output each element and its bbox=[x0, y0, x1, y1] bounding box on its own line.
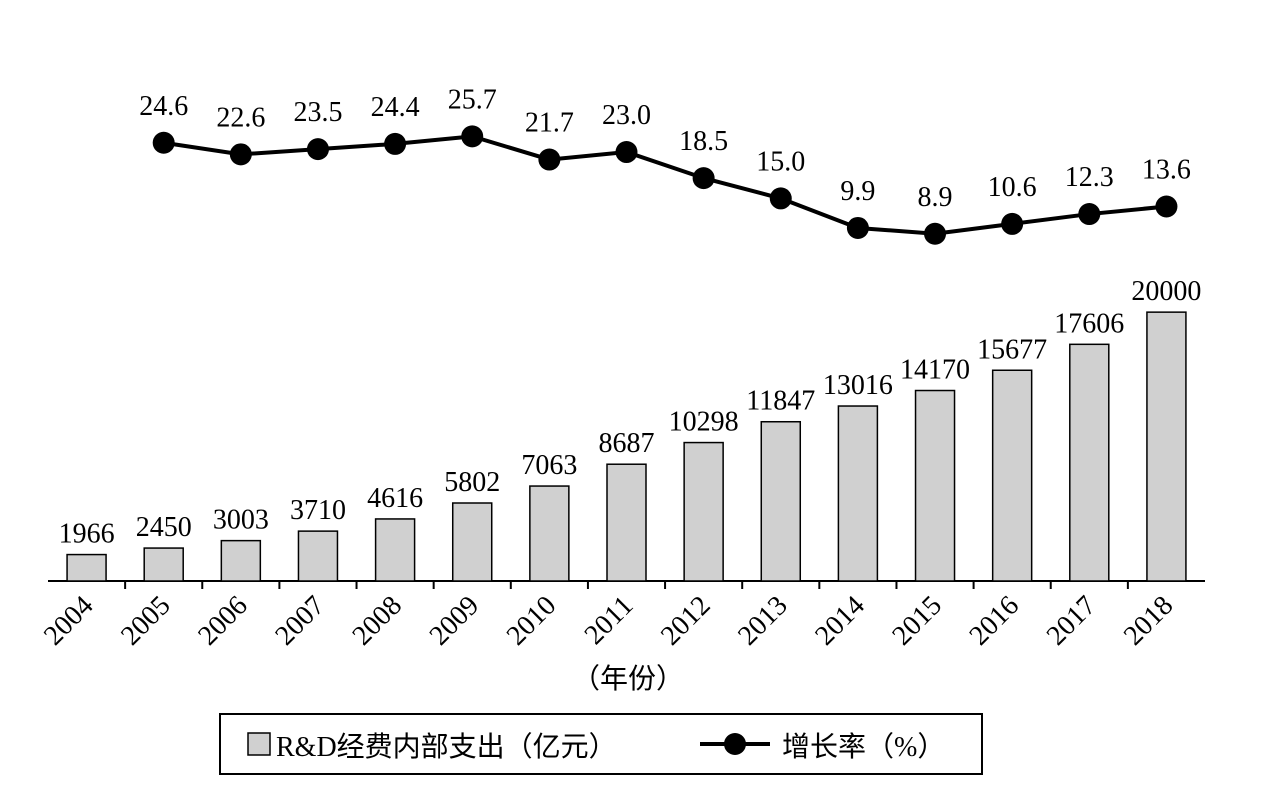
bar bbox=[220, 539, 262, 582]
bar bbox=[991, 369, 1033, 582]
legend-box bbox=[219, 713, 983, 775]
bar-value-label: 3003 bbox=[213, 505, 269, 536]
line-point bbox=[1078, 203, 1101, 226]
bar-value-label: 1966 bbox=[59, 519, 115, 550]
bar bbox=[529, 485, 570, 582]
bar bbox=[606, 463, 647, 582]
legend-marker bbox=[724, 733, 746, 755]
line-value-label: 24.4 bbox=[371, 92, 420, 123]
line-point bbox=[384, 132, 407, 155]
line-point bbox=[1155, 195, 1178, 218]
bar-value-label: 3710 bbox=[290, 495, 346, 526]
x-tick-label: 2018 bbox=[1118, 590, 1180, 652]
line-point bbox=[1001, 212, 1024, 235]
x-tick-label: 2006 bbox=[192, 590, 254, 652]
line-point bbox=[461, 125, 484, 148]
bar bbox=[451, 502, 493, 582]
line-point bbox=[152, 131, 175, 154]
bar-value-label: 4616 bbox=[367, 483, 423, 514]
line-value-label: 15.0 bbox=[756, 146, 805, 177]
line-value-label: 9.9 bbox=[840, 176, 875, 207]
bar-value-label: 10298 bbox=[669, 407, 739, 438]
x-tick-label: 2015 bbox=[886, 590, 948, 652]
legend-swatch bbox=[247, 732, 271, 756]
bar bbox=[1069, 343, 1110, 582]
bar bbox=[914, 389, 956, 582]
legend-label: R&D经费内部支出（亿元） bbox=[276, 731, 617, 763]
line-point bbox=[306, 138, 329, 161]
line-point bbox=[846, 216, 869, 239]
x-tick-label: 2011 bbox=[579, 590, 640, 651]
line-value-label: 24.6 bbox=[139, 91, 188, 122]
bar bbox=[143, 547, 184, 582]
x-tick-label: 2008 bbox=[347, 590, 409, 652]
line-value-label: 23.0 bbox=[602, 100, 651, 131]
line-point bbox=[924, 222, 947, 245]
bar-value-label: 8687 bbox=[599, 428, 655, 459]
bar bbox=[1146, 311, 1187, 582]
x-axis-label: （年份） bbox=[572, 663, 684, 695]
bar-value-label: 17606 bbox=[1054, 308, 1124, 339]
bar bbox=[297, 530, 339, 582]
line-value-label: 25.7 bbox=[448, 84, 497, 115]
line-point bbox=[229, 143, 252, 166]
x-tick-label: 2005 bbox=[115, 590, 177, 652]
bar bbox=[683, 441, 724, 582]
bar-value-label: 11847 bbox=[746, 386, 815, 417]
x-tick-label: 2013 bbox=[732, 590, 794, 652]
line bbox=[163, 134, 1167, 236]
line-value-label: 12.3 bbox=[1065, 162, 1114, 193]
x-tick-label: 2016 bbox=[964, 590, 1026, 652]
x-tick-label: 2010 bbox=[501, 590, 563, 652]
bar-value-label: 5802 bbox=[444, 467, 500, 498]
x-tick-label: 2017 bbox=[1041, 590, 1103, 652]
line-point bbox=[615, 141, 638, 164]
line-value-label: 23.5 bbox=[293, 97, 342, 128]
bar-value-label: 20000 bbox=[1131, 276, 1201, 307]
bar-value-label: 14170 bbox=[900, 355, 970, 386]
x-tick-label: 2009 bbox=[424, 590, 486, 652]
bar bbox=[374, 518, 416, 582]
bar-value-label: 7063 bbox=[521, 450, 577, 481]
line-point bbox=[769, 187, 792, 210]
line-point bbox=[692, 167, 715, 190]
bar bbox=[837, 405, 879, 582]
line-point bbox=[538, 148, 561, 171]
bar-value-label: 13016 bbox=[823, 370, 893, 401]
line-value-label: 18.5 bbox=[679, 126, 728, 157]
x-tick-label: 2007 bbox=[269, 590, 331, 652]
x-tick-label: 2014 bbox=[809, 590, 871, 652]
line-value-label: 21.7 bbox=[525, 108, 574, 139]
line-value-label: 10.6 bbox=[988, 172, 1037, 203]
line-value-label: 8.9 bbox=[918, 182, 953, 213]
legend-label: 增长率（%） bbox=[782, 731, 945, 763]
x-tick-label: 2004 bbox=[38, 590, 100, 652]
bar-value-label: 15677 bbox=[977, 334, 1047, 365]
x-tick-label: 2012 bbox=[655, 590, 717, 652]
line-value-label: 13.6 bbox=[1142, 155, 1191, 186]
bar-value-label: 2450 bbox=[136, 512, 192, 543]
line-value-label: 22.6 bbox=[216, 102, 265, 133]
bar bbox=[760, 420, 802, 582]
bar bbox=[66, 553, 107, 582]
